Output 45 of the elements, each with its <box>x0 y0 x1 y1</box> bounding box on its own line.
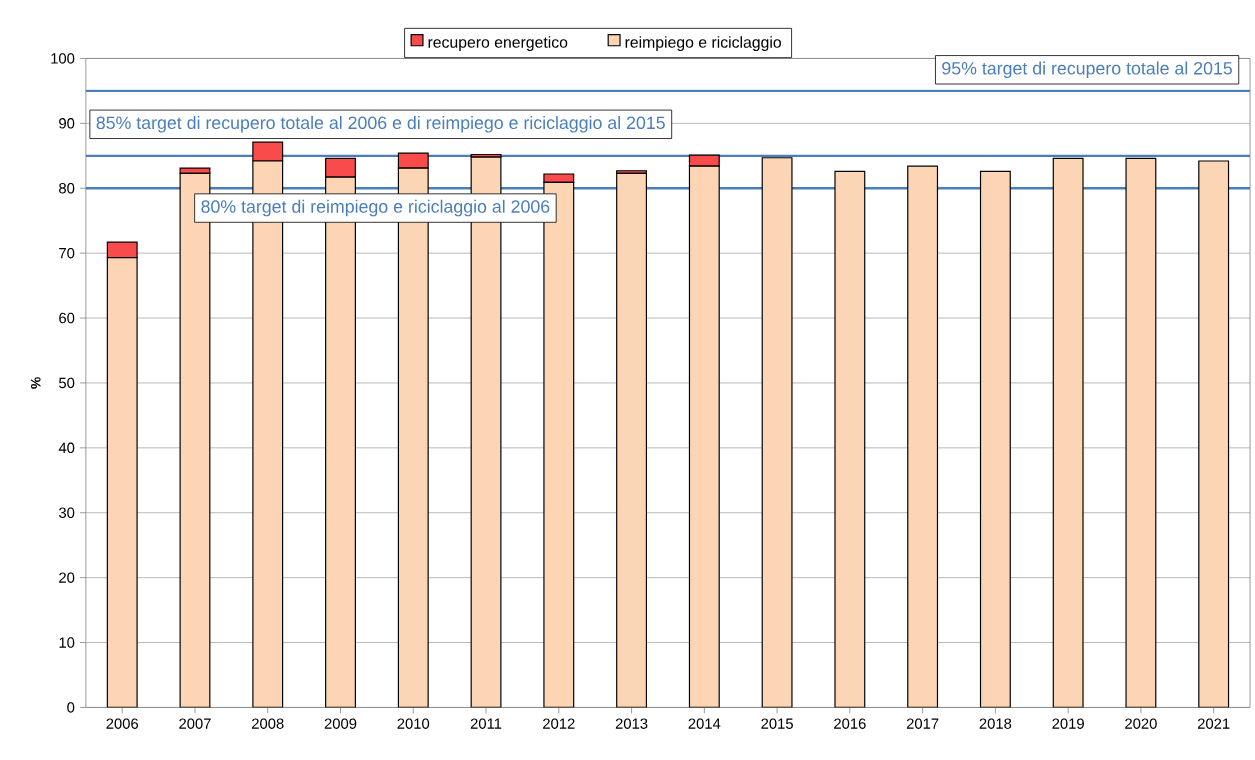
ref-line-label: 85% target di recupero totale al 2006 e di reimpiego e riciclaggio al 2015 <box>96 116 665 133</box>
bar <box>761 157 793 708</box>
ref-line-label: 95% target di recupero totale al 2015 <box>942 61 1232 79</box>
bar <box>616 172 648 708</box>
bar <box>834 170 866 708</box>
y-tick-label: 70 <box>59 247 75 259</box>
bar <box>907 165 939 708</box>
x-tick-label: 2012 <box>543 718 575 729</box>
bar <box>179 167 211 174</box>
bar <box>106 257 138 708</box>
x-tick-label: 2014 <box>688 718 721 729</box>
x-tick-label: 2020 <box>1125 718 1157 729</box>
y-tick-label: 30 <box>58 507 75 519</box>
bar <box>1198 160 1230 708</box>
y-tick-label: 60 <box>59 312 75 324</box>
x-tick-label: 2016 <box>834 718 866 729</box>
y-tick-label: 10 <box>59 637 75 648</box>
legend-label: reimpiego e riciclaggio <box>625 36 781 51</box>
x-tick-label: 2015 <box>761 718 793 729</box>
x-tick-label: 2018 <box>979 718 1012 729</box>
x-tick-label: 2010 <box>397 718 430 729</box>
y-tick-label: 20 <box>59 572 75 583</box>
bar <box>1052 157 1084 708</box>
x-tick-label: 2021 <box>1197 718 1230 729</box>
bar <box>1125 157 1157 708</box>
y-tick-label: 0 <box>67 702 75 713</box>
bar <box>979 170 1011 708</box>
ref-line-label: 80% target di reimpiego e riciclaggio al 2006 <box>201 199 550 217</box>
y-tick-label: 40 <box>58 442 75 454</box>
x-tick-label: 2009 <box>324 718 357 729</box>
y-tick-label: 100 <box>51 53 75 64</box>
x-tick-label: 2017 <box>906 718 939 729</box>
x-tick-label: 2019 <box>1052 718 1084 729</box>
y-tick-label: 80 <box>59 183 75 194</box>
x-tick-label: 2011 <box>470 718 502 729</box>
bar <box>543 173 575 184</box>
bar <box>688 165 720 708</box>
x-tick-label: 2006 <box>106 718 139 729</box>
x-tick-label: 2008 <box>252 718 284 729</box>
y-tick-label: 90 <box>59 118 75 129</box>
x-tick-label: 2013 <box>615 718 648 729</box>
x-tick-label: 2007 <box>179 718 211 729</box>
y-tick-label: 50 <box>59 377 75 389</box>
legend-label: recupero energetico <box>428 36 568 51</box>
y-axis-title: % <box>30 377 41 389</box>
